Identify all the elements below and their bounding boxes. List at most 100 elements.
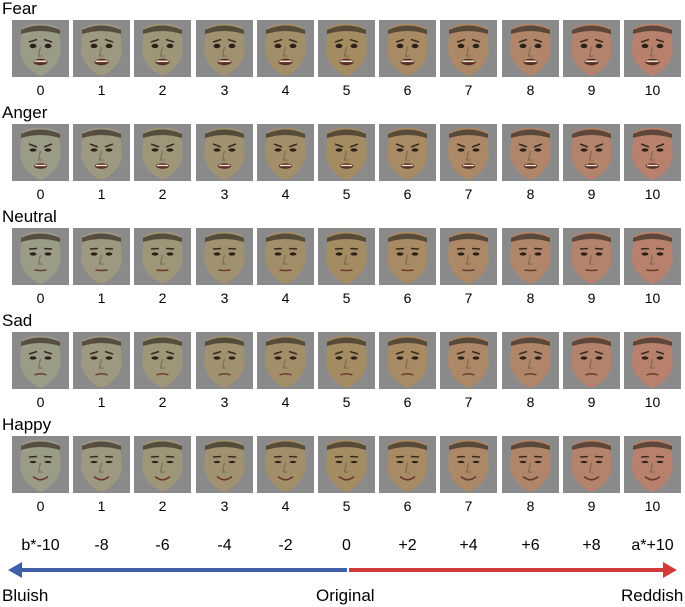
original-label: Original <box>316 586 375 605</box>
face-index-label: 7 <box>464 82 473 98</box>
face-index-label: 1 <box>97 290 106 306</box>
face-anger-4 <box>257 124 314 181</box>
face-neutral-9 <box>563 228 620 285</box>
face-neutral-6 <box>379 228 436 285</box>
face-sad-3 <box>196 332 253 389</box>
color-scale-value: 0 <box>342 537 351 554</box>
face-anger-0 <box>12 124 69 181</box>
face-index-label: 6 <box>403 394 412 410</box>
face-index-label: 10 <box>644 394 661 410</box>
face-happy-7 <box>440 436 497 493</box>
color-scale-value: +8 <box>582 537 601 554</box>
row-label-neutral: Neutral <box>2 207 57 226</box>
face-anger-8 <box>502 124 559 181</box>
row-label-fear: Fear <box>2 0 37 18</box>
face-happy-9 <box>563 436 620 493</box>
face-index-label: 10 <box>644 290 661 306</box>
face-fear-1 <box>73 20 130 77</box>
face-fear-2 <box>134 20 191 77</box>
face-index-label: 9 <box>587 498 596 514</box>
face-index-label: 10 <box>644 498 661 514</box>
color-scale-value: +6 <box>521 537 540 554</box>
face-sad-2 <box>134 332 191 389</box>
face-anger-3 <box>196 124 253 181</box>
red-arrow <box>349 562 677 578</box>
face-happy-2 <box>134 436 191 493</box>
face-happy-5 <box>318 436 375 493</box>
face-anger-1 <box>73 124 130 181</box>
face-index-label: 6 <box>403 498 412 514</box>
color-scale-value: -2 <box>278 537 293 554</box>
face-happy-1 <box>73 436 130 493</box>
face-sad-5 <box>318 332 375 389</box>
face-index-label: 5 <box>342 186 351 202</box>
face-index-label: 10 <box>644 82 661 98</box>
color-scale-value: -8 <box>94 537 109 554</box>
face-fear-8 <box>502 20 559 77</box>
face-index-label: 0 <box>36 394 45 410</box>
color-direction-arrows <box>8 562 677 578</box>
face-index-label: 9 <box>587 82 596 98</box>
face-index-label: 4 <box>281 394 290 410</box>
face-neutral-3 <box>196 228 253 285</box>
face-neutral-2 <box>134 228 191 285</box>
face-index-label: 0 <box>36 186 45 202</box>
face-index-label: 5 <box>342 82 351 98</box>
face-index-label: 4 <box>281 82 290 98</box>
face-index-label: 6 <box>403 186 412 202</box>
face-neutral-5 <box>318 228 375 285</box>
face-sad-6 <box>379 332 436 389</box>
face-anger-5 <box>318 124 375 181</box>
face-sad-1 <box>73 332 130 389</box>
face-index-label: 1 <box>97 186 106 202</box>
face-sad-9 <box>563 332 620 389</box>
face-neutral-7 <box>440 228 497 285</box>
face-index-label: 2 <box>158 82 167 98</box>
face-index-label: 0 <box>36 82 45 98</box>
face-index-label: 8 <box>526 394 535 410</box>
face-anger-10 <box>624 124 681 181</box>
face-happy-4 <box>257 436 314 493</box>
face-index-label: 5 <box>342 394 351 410</box>
face-index-label: 0 <box>36 290 45 306</box>
face-index-label: 5 <box>342 290 351 306</box>
face-index-label: 1 <box>97 82 106 98</box>
face-index-label: 9 <box>587 290 596 306</box>
face-sad-10 <box>624 332 681 389</box>
face-fear-7 <box>440 20 497 77</box>
face-index-label: 4 <box>281 290 290 306</box>
color-scale-value: +4 <box>459 537 478 554</box>
face-index-label: 3 <box>220 394 229 410</box>
face-fear-10 <box>624 20 681 77</box>
face-index-label: 3 <box>220 186 229 202</box>
face-index-label: 1 <box>97 498 106 514</box>
face-index-label: 7 <box>464 186 473 202</box>
face-fear-9 <box>563 20 620 77</box>
face-sad-4 <box>257 332 314 389</box>
face-anger-9 <box>563 124 620 181</box>
face-happy-6 <box>379 436 436 493</box>
face-fear-5 <box>318 20 375 77</box>
face-anger-2 <box>134 124 191 181</box>
face-index-label: 2 <box>158 498 167 514</box>
face-happy-8 <box>502 436 559 493</box>
face-index-label: 8 <box>526 186 535 202</box>
face-index-label: 3 <box>220 290 229 306</box>
face-index-label: 8 <box>526 290 535 306</box>
face-index-label: 0 <box>36 498 45 514</box>
face-index-label: 7 <box>464 498 473 514</box>
face-index-label: 6 <box>403 290 412 306</box>
face-anger-6 <box>379 124 436 181</box>
face-index-label: 3 <box>220 82 229 98</box>
face-neutral-8 <box>502 228 559 285</box>
face-index-label: 5 <box>342 498 351 514</box>
blue-arrow <box>8 562 347 578</box>
face-index-label: 1 <box>97 394 106 410</box>
face-happy-0 <box>12 436 69 493</box>
face-index-label: 4 <box>281 186 290 202</box>
face-neutral-1 <box>73 228 130 285</box>
face-index-label: 2 <box>158 394 167 410</box>
face-index-label: 4 <box>281 498 290 514</box>
face-index-label: 8 <box>526 498 535 514</box>
face-index-label: 9 <box>587 394 596 410</box>
